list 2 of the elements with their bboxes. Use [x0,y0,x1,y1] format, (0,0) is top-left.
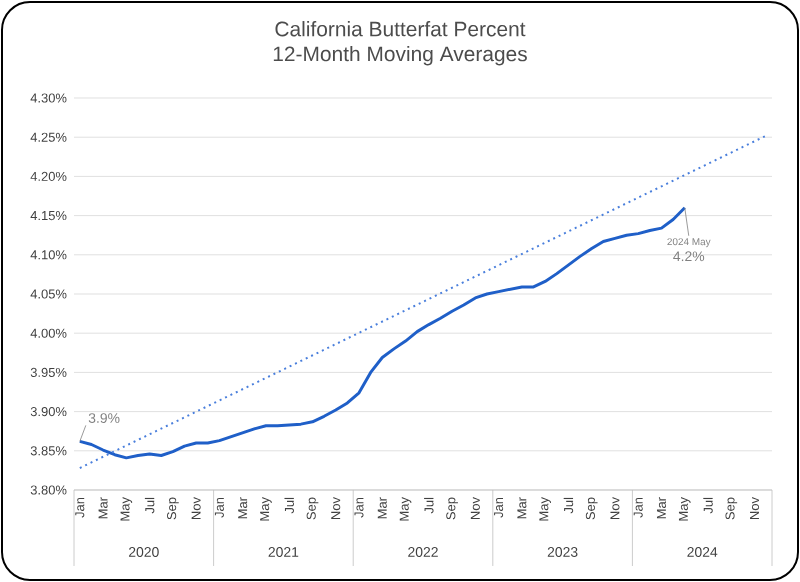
chart-title: California Butterfat Percent [275,21,526,37]
chart-subtitle: 12-Month Moving Averages [273,45,527,66]
